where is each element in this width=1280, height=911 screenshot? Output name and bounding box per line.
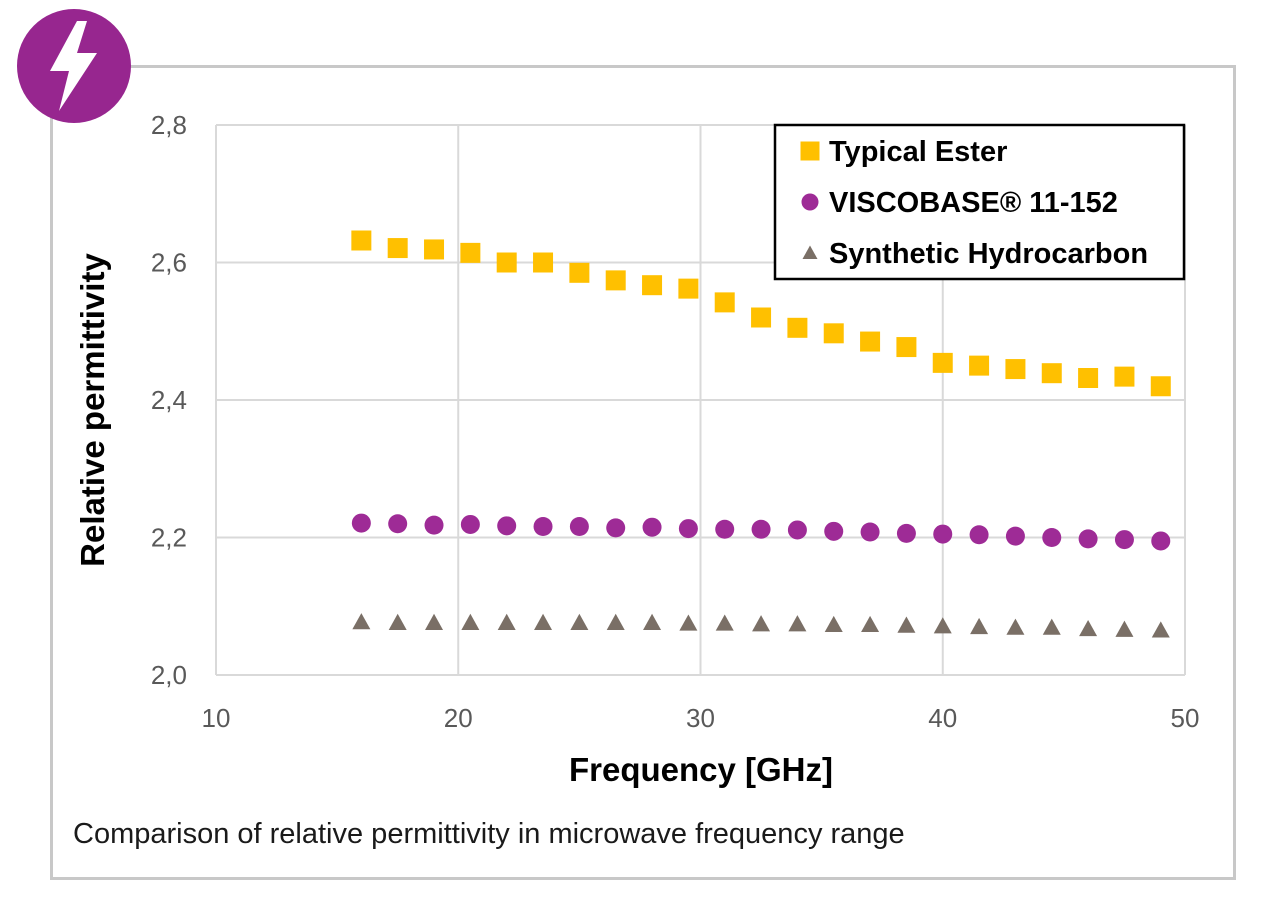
data-point-circle <box>1078 529 1098 549</box>
data-point-square <box>751 307 772 328</box>
data-point-square <box>1041 363 1062 384</box>
data-point-square <box>932 352 953 373</box>
x-tick-label: 30 <box>686 703 715 733</box>
tick-labels: 2,0 2,2 2,4 2,6 2,8 10 20 30 40 50 <box>151 110 1200 733</box>
data-point-square <box>1078 368 1099 388</box>
y-tick-label: 2,6 <box>151 248 187 278</box>
data-point-triangle <box>679 614 698 631</box>
data-point-square <box>678 278 699 299</box>
lightning-bolt-icon <box>50 21 97 111</box>
legend-label: Typical Ester <box>829 136 1007 168</box>
data-point-square <box>823 323 844 344</box>
data-point-triangle <box>497 613 516 630</box>
data-point-circle <box>933 524 953 544</box>
data-point-triangle <box>643 613 662 630</box>
y-tick-label: 2,4 <box>151 385 187 415</box>
data-point-circle <box>606 518 626 538</box>
y-tick-label: 2,0 <box>151 660 187 690</box>
data-point-square <box>460 242 481 263</box>
data-point-square <box>860 331 881 352</box>
data-point-circle <box>1151 531 1171 551</box>
data-point-triangle <box>461 613 480 630</box>
data-point-triangle <box>1115 620 1134 637</box>
data-point-circle <box>787 520 807 540</box>
data-point-triangle <box>388 613 407 630</box>
data-point-square <box>1114 366 1135 387</box>
x-tick-label: 20 <box>444 703 473 733</box>
data-point-triangle <box>1079 619 1098 637</box>
data-point-triangle <box>1151 621 1170 638</box>
legend-box <box>773 123 1186 281</box>
data-point-circle <box>715 519 735 539</box>
data-point-circle <box>497 516 517 536</box>
data-point-circle <box>642 517 662 537</box>
data-point-triangle <box>824 615 843 633</box>
data-point-triangle <box>788 615 807 632</box>
data-point-triangle <box>425 613 444 630</box>
data-point-square <box>424 239 445 260</box>
data-point-square <box>1150 376 1171 397</box>
x-axis-title: Frequency [GHz] <box>569 751 833 788</box>
y-tick-label: 2,8 <box>151 110 187 140</box>
data-point-square <box>787 317 808 338</box>
data-point-circle <box>351 513 371 533</box>
legend-marker-square <box>800 141 820 161</box>
data-point-triangle <box>352 613 371 630</box>
y-axis-title: Relative permittivity <box>74 253 111 567</box>
legend-marker-triangle <box>802 245 818 259</box>
data-point-square <box>642 275 663 296</box>
data-point-circle <box>969 525 989 545</box>
data-point-circle <box>424 515 444 535</box>
data-point-triangle <box>933 617 952 634</box>
data-point-circle <box>896 523 916 543</box>
x-tick-label: 50 <box>1171 703 1200 733</box>
data-point-square <box>387 238 408 259</box>
lightning-badge <box>17 9 131 123</box>
y-tick-label: 2,2 <box>151 523 187 553</box>
data-point-triangle <box>1006 618 1025 635</box>
legend: Typical Ester VISCOBASE® 11-152 Synthetic … <box>773 123 1186 281</box>
data-point-circle <box>751 519 771 539</box>
legend-marker-circle <box>801 193 819 211</box>
x-tick-label: 40 <box>928 703 957 733</box>
data-point-circle <box>1005 526 1025 546</box>
data-point-square <box>569 262 590 283</box>
data-points <box>351 230 1171 638</box>
data-point-triangle <box>970 617 989 635</box>
data-point-square <box>896 337 917 358</box>
data-point-circle <box>388 514 408 534</box>
data-point-circle <box>460 514 480 534</box>
data-point-square <box>969 355 990 376</box>
data-point-triangle <box>897 616 916 633</box>
data-point-square <box>351 230 372 251</box>
legend-label: Synthetic Hydrocarbon <box>829 238 1148 270</box>
data-point-square <box>1005 359 1026 380</box>
data-point-square <box>714 292 735 313</box>
legend-label: VISCOBASE® 11-152 <box>829 187 1118 219</box>
data-point-circle <box>860 522 880 542</box>
data-point-circle <box>678 519 698 539</box>
data-point-triangle <box>861 615 880 633</box>
data-point-triangle <box>606 613 625 630</box>
data-point-triangle <box>1042 618 1061 635</box>
data-point-triangle <box>715 614 734 631</box>
chart-caption: Comparison of relative permittivity in m… <box>73 818 905 850</box>
data-point-circle <box>533 517 553 536</box>
data-point-circle <box>569 517 589 536</box>
data-point-square <box>496 252 517 273</box>
data-point-square <box>533 252 554 273</box>
data-point-triangle <box>534 613 553 630</box>
data-point-circle <box>1042 528 1062 547</box>
data-point-triangle <box>570 613 589 630</box>
data-point-circle <box>824 521 844 541</box>
data-point-circle <box>1114 530 1134 550</box>
x-tick-label: 10 <box>202 703 231 733</box>
data-point-triangle <box>752 615 771 632</box>
data-point-square <box>605 270 626 291</box>
